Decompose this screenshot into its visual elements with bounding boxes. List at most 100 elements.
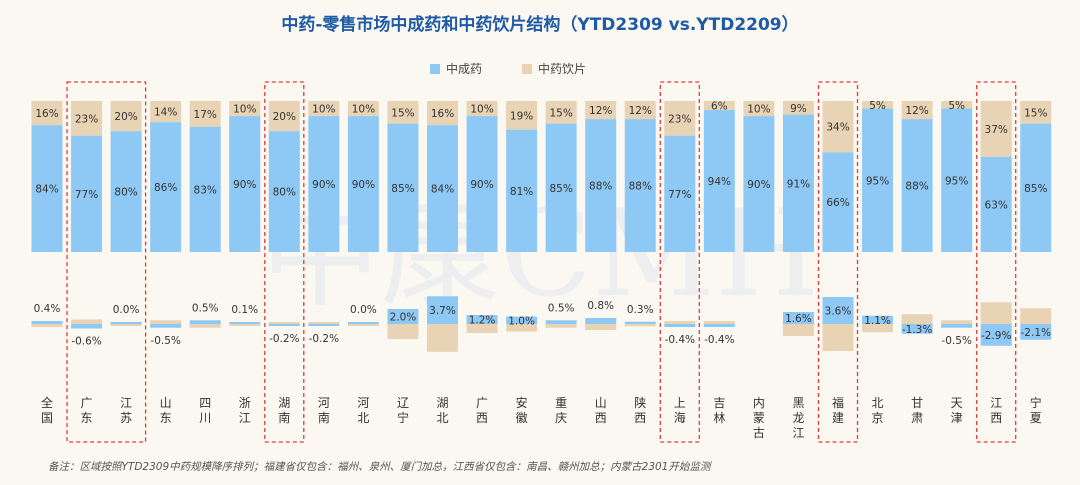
change-bar-tcm-patent bbox=[110, 322, 142, 324]
category-label: 全 bbox=[41, 395, 53, 410]
label-herbal-pieces: 14% bbox=[154, 107, 177, 119]
change-bar-herbal-pieces bbox=[862, 324, 894, 333]
legend: 中成药 中药饮片 bbox=[430, 60, 586, 77]
highlight-box bbox=[976, 81, 1017, 443]
bar-herbal-pieces bbox=[862, 101, 894, 109]
highlight-box bbox=[264, 81, 305, 443]
category-label: 江 bbox=[990, 396, 1002, 410]
label-herbal-pieces: 12% bbox=[589, 105, 612, 117]
category-label: 重 bbox=[555, 396, 567, 410]
category-label: 安 bbox=[516, 395, 528, 410]
change-label: 0.4% bbox=[34, 303, 61, 315]
footnote: 备注：区域按照YTD2309中药规模降序排列；福建省仅包含：福州、泉州、厦门加总… bbox=[48, 461, 711, 473]
category-label: 江 bbox=[239, 411, 251, 425]
label-tcm-patent: 90% bbox=[233, 179, 256, 191]
category-label: 北 bbox=[436, 411, 448, 425]
change-bar-herbal-pieces bbox=[782, 324, 814, 336]
label-tcm-patent: 88% bbox=[629, 181, 652, 193]
category-label: 河 bbox=[357, 396, 369, 410]
category-label: 河 bbox=[318, 396, 330, 410]
change-label: -0.5% bbox=[941, 335, 971, 347]
category-label: 宁 bbox=[397, 410, 409, 425]
change-bar-herbal-pieces bbox=[268, 324, 300, 326]
change-bar-herbal-pieces bbox=[664, 324, 696, 327]
change-bar-herbal-pieces bbox=[901, 324, 933, 334]
change-label: 2.0% bbox=[390, 312, 417, 324]
category-label: 江 bbox=[792, 426, 804, 440]
label-herbal-pieces: 16% bbox=[35, 108, 58, 120]
label-herbal-pieces: 15% bbox=[391, 107, 414, 119]
legend-label-herbal-pieces: 中药饮片 bbox=[538, 62, 587, 76]
change-bar-herbal-pieces bbox=[545, 324, 577, 328]
category-label: 浙 bbox=[239, 396, 251, 410]
legend-swatch-herbal-pieces bbox=[522, 63, 533, 74]
bar-tcm-patent bbox=[941, 108, 973, 252]
change-bar-tcm-patent bbox=[31, 321, 63, 324]
label-herbal-pieces: 10% bbox=[747, 104, 770, 116]
bar-tcm-patent bbox=[387, 123, 419, 253]
label-tcm-patent: 95% bbox=[945, 175, 968, 187]
legend-item-tcm-patent: 中成药 bbox=[430, 60, 482, 77]
category-label: 湖 bbox=[436, 395, 448, 410]
change-bar-tcm-patent bbox=[585, 318, 617, 324]
bar-tcm-patent bbox=[268, 131, 300, 252]
change-label: -2.1% bbox=[1021, 327, 1051, 339]
label-herbal-pieces: 5% bbox=[869, 100, 886, 112]
change-bar-herbal-pieces bbox=[980, 324, 1012, 346]
label-herbal-pieces: 10% bbox=[470, 104, 493, 116]
change-bar-tcm-patent bbox=[347, 322, 379, 324]
category-label: 蒙 bbox=[753, 411, 765, 425]
change-bar-herbal-pieces bbox=[624, 324, 656, 327]
label-herbal-pieces: 9% bbox=[790, 103, 807, 115]
change-label: 1.0% bbox=[508, 315, 535, 327]
change-label: 0.5% bbox=[548, 302, 575, 314]
category-label: 西 bbox=[990, 411, 1002, 425]
change-bar-tcm-patent bbox=[71, 319, 103, 324]
change-bar-herbal-pieces bbox=[466, 324, 498, 333]
label-tcm-patent: 80% bbox=[273, 187, 296, 199]
bar-herbal-pieces bbox=[71, 101, 103, 136]
bar-herbal-pieces bbox=[229, 101, 261, 117]
category-label: 广 bbox=[476, 396, 488, 410]
bar-herbal-pieces bbox=[110, 101, 142, 132]
bar-tcm-patent bbox=[466, 116, 498, 252]
change-label: 0.8% bbox=[587, 300, 614, 312]
category-label: 津 bbox=[951, 411, 963, 425]
change-label: 0.0% bbox=[113, 304, 140, 316]
label-herbal-pieces: 20% bbox=[273, 111, 296, 123]
change-bar-tcm-patent bbox=[822, 297, 854, 324]
bar-tcm-patent bbox=[506, 129, 538, 252]
chart-title: 中药-零售市场中成药和中药饮片结构（YTD2309 vs.YTD2209） bbox=[281, 15, 799, 35]
change-bar-tcm-patent bbox=[862, 315, 894, 324]
bar-tcm-patent bbox=[1020, 123, 1052, 253]
bar-herbal-pieces bbox=[466, 101, 498, 117]
category-label: 内 bbox=[753, 396, 765, 410]
category-label: 陕 bbox=[634, 395, 646, 410]
category-label: 北 bbox=[357, 411, 369, 425]
label-herbal-pieces: 19% bbox=[510, 110, 533, 122]
label-tcm-patent: 84% bbox=[35, 184, 58, 196]
change-label: -0.4% bbox=[704, 334, 734, 346]
bar-tcm-patent bbox=[585, 119, 617, 253]
bar-herbal-pieces bbox=[387, 101, 419, 124]
change-label: -0.6% bbox=[71, 336, 101, 348]
change-bar-herbal-pieces bbox=[585, 324, 617, 330]
label-tcm-patent: 81% bbox=[510, 186, 533, 198]
change-bar-tcm-patent bbox=[980, 302, 1012, 324]
label-herbal-pieces: 12% bbox=[905, 105, 928, 117]
bar-herbal-pieces bbox=[901, 101, 933, 120]
change-bar-tcm-patent bbox=[150, 320, 182, 324]
change-bar-tcm-patent bbox=[901, 314, 933, 324]
category-label: 湖 bbox=[278, 395, 290, 410]
bar-tcm-patent bbox=[901, 119, 933, 253]
bar-herbal-pieces bbox=[822, 101, 854, 153]
change-bar-tcm-patent bbox=[506, 316, 538, 324]
change-bar-tcm-patent bbox=[664, 321, 696, 324]
label-herbal-pieces: 5% bbox=[948, 100, 965, 112]
category-label: 京 bbox=[872, 411, 884, 425]
label-tcm-patent: 83% bbox=[194, 184, 217, 196]
bar-tcm-patent bbox=[624, 119, 656, 253]
category-label: 南 bbox=[318, 410, 330, 425]
label-tcm-patent: 77% bbox=[75, 189, 98, 201]
